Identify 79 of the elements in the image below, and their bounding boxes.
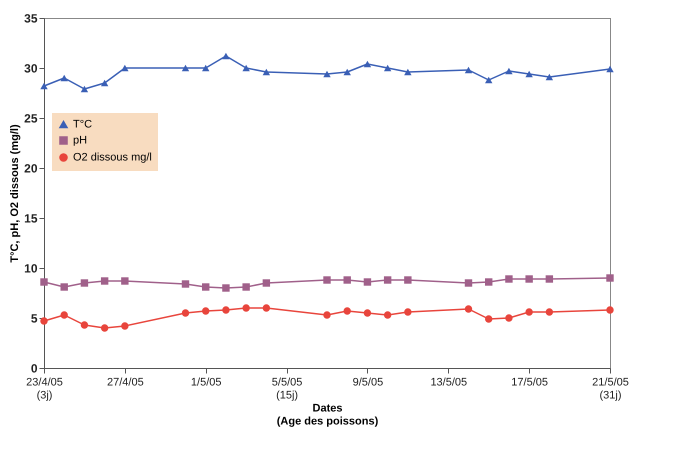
point bbox=[202, 307, 210, 315]
point bbox=[100, 80, 108, 86]
x-tick-label: 27/4/05 bbox=[107, 376, 144, 388]
legend-label: T°C bbox=[73, 118, 92, 130]
y-tick-label: 0 bbox=[30, 362, 38, 376]
point bbox=[222, 52, 230, 60]
point bbox=[404, 68, 412, 76]
legend-label: O2 dissous mg/l bbox=[73, 152, 152, 164]
point bbox=[404, 308, 412, 316]
point bbox=[80, 279, 88, 287]
point bbox=[546, 275, 554, 283]
point bbox=[344, 276, 351, 284]
point bbox=[404, 276, 412, 284]
point bbox=[60, 283, 68, 291]
point bbox=[262, 304, 270, 312]
x-tick-label: 21/5/05 (31j) bbox=[592, 376, 629, 402]
point bbox=[525, 308, 533, 316]
point bbox=[464, 66, 472, 74]
x-tick-label: 17/5/05 bbox=[511, 376, 548, 388]
point bbox=[60, 74, 68, 82]
point bbox=[344, 68, 351, 76]
point bbox=[606, 306, 614, 314]
y-tick-label: 15 bbox=[24, 212, 38, 226]
point bbox=[262, 279, 270, 287]
point bbox=[242, 304, 250, 312]
y-tick-label: 35 bbox=[24, 12, 38, 26]
point bbox=[505, 68, 513, 74]
point bbox=[121, 322, 129, 330]
point bbox=[323, 70, 331, 78]
x-tick-label: 23/4/05 (3j) bbox=[26, 376, 63, 402]
point bbox=[364, 278, 372, 286]
point bbox=[485, 315, 492, 323]
point bbox=[485, 76, 492, 84]
y-tick-label: 10 bbox=[24, 262, 38, 276]
point bbox=[80, 86, 88, 92]
point bbox=[262, 68, 270, 76]
point bbox=[464, 305, 472, 313]
x-tick-label: 1/5/05 bbox=[190, 376, 222, 388]
y-tick-label: 25 bbox=[24, 112, 38, 126]
point bbox=[546, 308, 554, 316]
point bbox=[323, 311, 331, 319]
point bbox=[384, 276, 392, 284]
point bbox=[384, 64, 392, 72]
point bbox=[60, 311, 68, 319]
point bbox=[182, 64, 190, 72]
point bbox=[222, 306, 230, 314]
point bbox=[525, 70, 533, 78]
point bbox=[364, 309, 372, 317]
point bbox=[40, 82, 48, 90]
point bbox=[121, 277, 129, 285]
point bbox=[80, 321, 88, 329]
y-tick-label: 20 bbox=[24, 162, 38, 176]
x-tick-label: 13/5/05 bbox=[430, 376, 468, 388]
point bbox=[606, 66, 614, 72]
point bbox=[182, 309, 190, 317]
y-tick-label: 30 bbox=[24, 62, 38, 76]
point bbox=[384, 311, 392, 319]
x-tick-label: 9/5/05 bbox=[352, 376, 384, 388]
point bbox=[202, 283, 210, 291]
point bbox=[546, 74, 554, 80]
point bbox=[222, 284, 230, 292]
x-tick-label: 5/5/05 (15j) bbox=[272, 376, 302, 402]
point bbox=[364, 60, 372, 68]
point bbox=[505, 275, 513, 283]
legend-label: pH bbox=[73, 134, 88, 146]
point bbox=[100, 277, 108, 285]
point bbox=[344, 307, 351, 315]
point bbox=[202, 64, 210, 72]
point bbox=[242, 283, 250, 291]
point bbox=[100, 324, 108, 332]
point bbox=[525, 275, 533, 283]
point bbox=[40, 317, 48, 325]
point bbox=[242, 64, 250, 72]
point bbox=[485, 278, 492, 286]
y-axis-title: T°C, pH, O2 dissous (mg/l) bbox=[9, 124, 22, 263]
y-tick-label: 5 bbox=[30, 312, 38, 326]
x-axis-title: Dates (Age des poissons) bbox=[276, 402, 379, 428]
point bbox=[505, 314, 513, 322]
point bbox=[121, 64, 129, 72]
